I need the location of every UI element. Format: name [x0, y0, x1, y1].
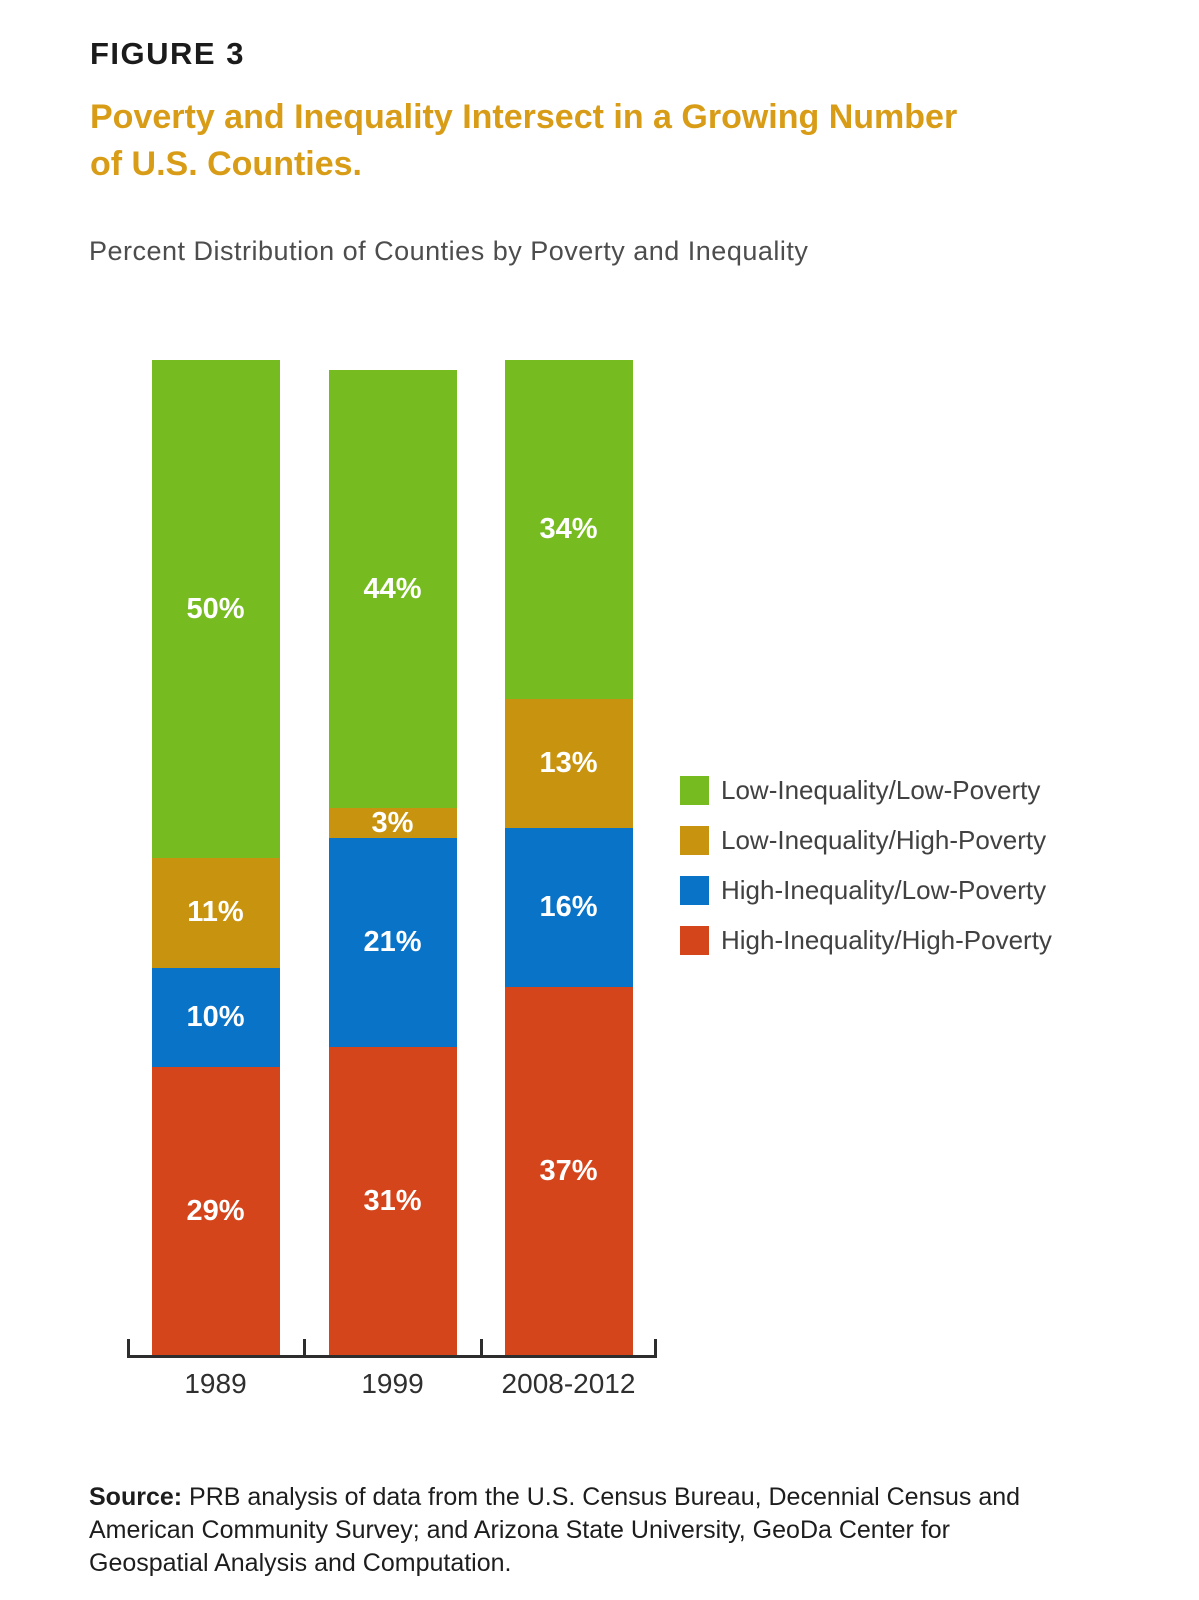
- chart-subtitle: Percent Distribution of Counties by Pove…: [89, 236, 809, 266]
- stacked-bar-1989: 50% 11% 10% 29%: [151, 360, 280, 1356]
- legend-swatch-icon: [680, 926, 709, 955]
- legend-label: High-Inequality/High-Poverty: [721, 925, 1052, 955]
- source-note: Source: PRB analysis of data from the U.…: [89, 1481, 1054, 1580]
- bar-segment: 3%: [328, 806, 457, 839]
- segment-value-label: 16%: [539, 891, 598, 924]
- segment-value-label: 50%: [186, 592, 245, 625]
- figure-title-line2: of U.S. Counties.: [90, 145, 362, 183]
- stacked-bar-2008-2012: 34% 13% 16% 37%: [504, 360, 633, 1356]
- legend-item: High-Inequality/Low-Poverty: [680, 875, 1052, 905]
- figure-title-line1: Poverty and Inequality Intersect in a Gr…: [90, 98, 958, 136]
- bar-segment: 13%: [504, 698, 633, 829]
- stacked-bar-1999: 44% 3% 21% 31%: [328, 369, 457, 1356]
- bar-segment: 16%: [504, 828, 633, 988]
- x-axis-category-label: 1999: [361, 1368, 424, 1399]
- segment-value-label: 31%: [363, 1185, 422, 1218]
- segment-value-label: 13%: [539, 746, 598, 779]
- segment-value-label: 21%: [363, 926, 422, 959]
- source-text: PRB analysis of data from the U.S. Censu…: [89, 1483, 1021, 1577]
- figure-label: FIGURE 3: [90, 36, 245, 71]
- legend-item: High-Inequality/High-Poverty: [680, 925, 1052, 955]
- bar-segment: 44%: [328, 369, 457, 809]
- x-axis-tick: [127, 1339, 130, 1356]
- x-axis-tick: [480, 1339, 483, 1356]
- bar-segment: 10%: [151, 967, 280, 1068]
- segment-value-label: 44%: [363, 572, 422, 605]
- legend-label: Low-Inequality/Low-Poverty: [721, 775, 1041, 805]
- x-axis-tick: [654, 1339, 657, 1356]
- legend-swatch-icon: [680, 876, 709, 905]
- figure-title: Poverty and Inequality Intersect in a Gr…: [90, 94, 957, 188]
- legend-label: High-Inequality/Low-Poverty: [721, 875, 1047, 905]
- legend-label: Low-Inequality/High-Poverty: [721, 825, 1047, 855]
- bar-segment: 34%: [504, 360, 633, 699]
- legend-swatch-icon: [680, 776, 709, 805]
- bar-segment: 21%: [328, 838, 457, 1048]
- bar-segment: 31%: [328, 1047, 457, 1356]
- legend-item: Low-Inequality/High-Poverty: [680, 825, 1052, 855]
- segment-value-label: 11%: [187, 896, 244, 929]
- segment-value-label: 29%: [186, 1195, 245, 1228]
- x-axis-category-label: 2008-2012: [501, 1368, 636, 1399]
- x-axis-line: [127, 1355, 657, 1358]
- segment-value-label: 10%: [186, 1000, 245, 1033]
- source-label: Source:: [89, 1483, 183, 1511]
- legend-item: Low-Inequality/Low-Poverty: [680, 775, 1052, 805]
- segment-value-label: 34%: [539, 512, 598, 545]
- segment-value-label: 3%: [371, 806, 414, 839]
- bar-segment: 29%: [151, 1067, 280, 1356]
- x-axis-category-label: 1989: [184, 1368, 247, 1399]
- bar-segment: 50%: [151, 360, 280, 858]
- segment-value-label: 37%: [539, 1155, 598, 1188]
- bar-segment: 37%: [504, 987, 633, 1356]
- x-axis-tick: [303, 1339, 306, 1356]
- bar-segment: 11%: [151, 858, 280, 968]
- legend-swatch-icon: [680, 826, 709, 855]
- chart-legend: Low-Inequality/Low-Poverty Low-Inequality…: [680, 775, 1052, 955]
